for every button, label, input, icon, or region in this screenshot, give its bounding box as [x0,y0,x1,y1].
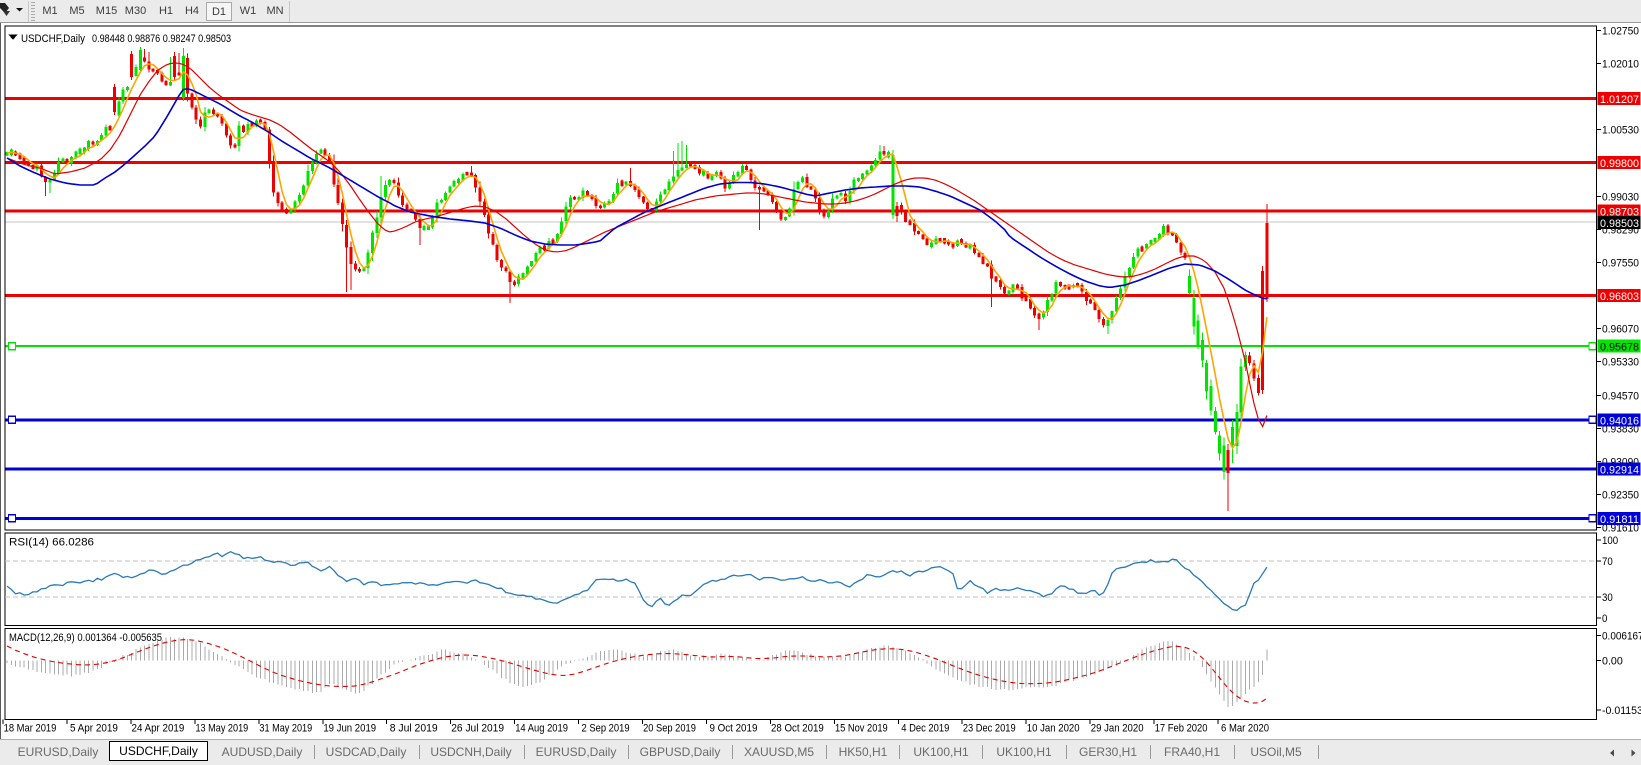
svg-text:0.97550: 0.97550 [1602,257,1639,269]
svg-text:31 May 2019: 31 May 2019 [259,723,312,735]
svg-text:0.92350: 0.92350 [1602,489,1639,501]
svg-text:5 Apr 2019: 5 Apr 2019 [70,723,118,735]
svg-text:30: 30 [1602,592,1613,604]
svg-text:0.98503: 0.98503 [1600,218,1639,230]
svg-text:0.98448 0.98876 0.98247 0.9850: 0.98448 0.98876 0.98247 0.98503 [92,33,231,45]
svg-text:23 Dec 2019: 23 Dec 2019 [963,723,1016,735]
svg-text:24 Apr 2019: 24 Apr 2019 [132,723,185,735]
svg-text:1.02010: 1.02010 [1602,58,1639,70]
svg-text:6 Mar 2020: 6 Mar 2020 [1221,723,1269,735]
svg-text:29 Jan 2020: 29 Jan 2020 [1091,723,1144,735]
svg-text:19 Jun 2019: 19 Jun 2019 [323,723,376,735]
svg-text:0.95330: 0.95330 [1602,356,1639,368]
svg-text:20 Sep 2019: 20 Sep 2019 [643,723,696,735]
svg-text:0.006167: 0.006167 [1602,630,1641,642]
svg-text:0: 0 [1602,613,1607,625]
svg-text:14 Aug 2019: 14 Aug 2019 [515,723,568,735]
svg-text:RSI(14) 66.0286: RSI(14) 66.0286 [9,537,94,549]
svg-text:USDCHF,Daily: USDCHF,Daily [21,33,85,45]
svg-text:0.91610: 0.91610 [1602,522,1639,534]
svg-text:1.01207: 1.01207 [1600,94,1639,106]
svg-text:28 Oct 2019: 28 Oct 2019 [771,723,824,735]
svg-text:0.96803: 0.96803 [1600,291,1639,303]
svg-text:18 Mar 2019: 18 Mar 2019 [4,723,57,735]
svg-text:10 Jan 2020: 10 Jan 2020 [1027,723,1080,735]
svg-text:0.94016: 0.94016 [1600,415,1639,427]
svg-text:9 Oct 2019: 9 Oct 2019 [709,723,757,735]
svg-text:17 Feb 2020: 17 Feb 2020 [1155,723,1208,735]
svg-text:4 Dec 2019: 4 Dec 2019 [901,723,949,735]
svg-text:8 Jul 2019: 8 Jul 2019 [390,723,438,735]
svg-text:0.96070: 0.96070 [1602,323,1639,335]
svg-text:0.94570: 0.94570 [1602,390,1639,402]
svg-text:0.91811: 0.91811 [1600,514,1639,526]
svg-text:0.99800: 0.99800 [1600,158,1639,170]
svg-text:13 May 2019: 13 May 2019 [195,723,248,735]
svg-text:0.98703: 0.98703 [1600,207,1639,219]
svg-text:MACD(12,26,9) 0.001364 -0.0056: MACD(12,26,9) 0.001364 -0.005635 [9,632,162,644]
svg-text:70: 70 [1602,556,1613,568]
svg-text:26 Jul 2019: 26 Jul 2019 [451,723,504,735]
svg-text:1.02750: 1.02750 [1602,25,1639,37]
svg-text:0.99030: 0.99030 [1602,191,1639,203]
svg-text:0.92914: 0.92914 [1600,465,1639,477]
svg-text:2 Sep 2019: 2 Sep 2019 [582,723,630,735]
svg-text:1.00530: 1.00530 [1602,124,1639,136]
svg-text:0.00: 0.00 [1602,655,1623,667]
svg-text:0.95678: 0.95678 [1600,342,1639,354]
svg-text:15 Nov 2019: 15 Nov 2019 [835,723,888,735]
svg-text:100: 100 [1602,535,1618,547]
